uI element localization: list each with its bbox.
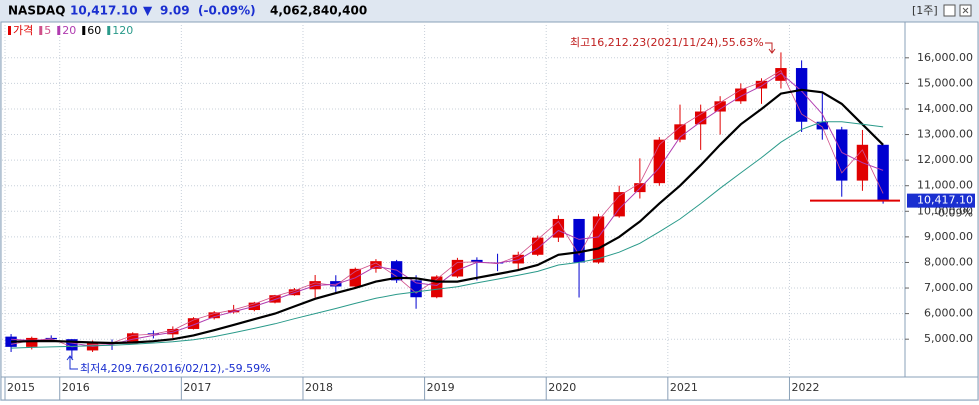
y-tick-label: 12,000.00 bbox=[917, 153, 973, 166]
legend-swatch bbox=[107, 26, 111, 35]
candle-body bbox=[735, 88, 747, 102]
legend-label: 120 bbox=[112, 24, 133, 37]
candle-body bbox=[269, 295, 281, 303]
y-tick-label: 14,000.00 bbox=[917, 102, 973, 115]
legend-label: 60 bbox=[87, 24, 101, 37]
candle-body bbox=[816, 121, 828, 130]
candle-body bbox=[167, 328, 179, 335]
candle-body bbox=[471, 259, 483, 263]
x-axis-panel bbox=[0, 376, 979, 401]
annotation-arrow bbox=[765, 42, 776, 54]
x-tick-label: 2016 bbox=[62, 381, 90, 394]
candle-body bbox=[66, 339, 78, 351]
legend-label: 가격 bbox=[13, 24, 33, 37]
volume: 4,062,840,400 bbox=[270, 4, 367, 18]
last-change-label: -0.09% bbox=[934, 207, 973, 220]
candle-body bbox=[208, 312, 220, 319]
y-tick-label: 16,000.00 bbox=[917, 51, 973, 64]
annotation-arrow bbox=[66, 355, 78, 370]
period[interactable]: [1주] bbox=[912, 4, 938, 17]
candle-body bbox=[5, 336, 17, 347]
candle-body bbox=[795, 68, 808, 122]
y-tick-label: 15,000.00 bbox=[917, 76, 973, 89]
candle-body bbox=[532, 237, 544, 255]
annotation-low: 최저4,209.76(2016/02/12),-59.59% bbox=[80, 362, 271, 375]
last-price-label: 10,417.10 bbox=[917, 194, 973, 207]
legend-label: 20 bbox=[62, 24, 76, 37]
y-tick-label: 7,000.00 bbox=[924, 281, 973, 294]
ma-line bbox=[11, 70, 884, 348]
legend-swatch bbox=[82, 26, 86, 35]
candle-body bbox=[775, 68, 787, 81]
candle-body bbox=[431, 276, 443, 298]
candle-body bbox=[552, 218, 565, 238]
y-tick-label: 8,000.00 bbox=[924, 255, 973, 268]
candle-body bbox=[836, 129, 848, 181]
x-tick-label: 2022 bbox=[791, 381, 819, 394]
x-tick-label: 2015 bbox=[7, 381, 35, 394]
y-tick-label: 13,000.00 bbox=[917, 128, 973, 141]
candle-body bbox=[755, 80, 768, 89]
candle-body bbox=[613, 192, 625, 217]
settings-button[interactable] bbox=[943, 4, 956, 17]
last-price-box bbox=[907, 193, 975, 208]
x-tick-label: 2020 bbox=[548, 381, 576, 394]
legend-swatch bbox=[39, 26, 43, 35]
candle-body bbox=[410, 280, 422, 298]
x-tick-label: 2017 bbox=[183, 381, 211, 394]
symbol: NASDAQ bbox=[8, 4, 65, 18]
annotation-high: 최고16,212.23(2021/11/24),55.63% bbox=[570, 36, 764, 49]
candle-body bbox=[674, 124, 686, 140]
candle-body bbox=[653, 139, 666, 184]
candle-body bbox=[26, 337, 38, 347]
y-tick-label: 5,000.00 bbox=[924, 332, 973, 345]
legend-swatch bbox=[57, 26, 61, 35]
legend-label: 5 bbox=[44, 24, 51, 37]
ma-line bbox=[11, 88, 884, 345]
candle-body bbox=[714, 101, 726, 112]
candle-body bbox=[592, 216, 605, 263]
candle-body bbox=[512, 254, 524, 264]
candle-body bbox=[390, 261, 403, 281]
ma-line bbox=[11, 72, 884, 347]
candle-body bbox=[370, 261, 382, 269]
candle-body bbox=[451, 259, 464, 277]
plot-area bbox=[0, 21, 906, 378]
change: 9.09 bbox=[160, 4, 190, 18]
candle-body bbox=[127, 333, 139, 344]
ma-line bbox=[11, 121, 884, 349]
candle-body bbox=[573, 218, 585, 263]
candle-body bbox=[877, 144, 889, 201]
change-pct: (-0.09%) bbox=[198, 4, 256, 18]
x-tick-label: 2021 bbox=[670, 381, 698, 394]
price: 10,417.10 bbox=[70, 4, 138, 18]
close-icon bbox=[962, 7, 969, 14]
candle-body bbox=[187, 318, 200, 329]
x-tick-label: 2018 bbox=[305, 381, 333, 394]
y-tick-label: 11,000.00 bbox=[917, 179, 973, 192]
y-tick-label: 9,000.00 bbox=[924, 230, 973, 243]
y-tick-label: 6,000.00 bbox=[924, 307, 973, 320]
candle-body bbox=[694, 111, 707, 125]
legend-swatch bbox=[8, 26, 11, 35]
x-tick-label: 2019 bbox=[427, 381, 455, 394]
down-arrow: ▼ bbox=[143, 4, 153, 18]
